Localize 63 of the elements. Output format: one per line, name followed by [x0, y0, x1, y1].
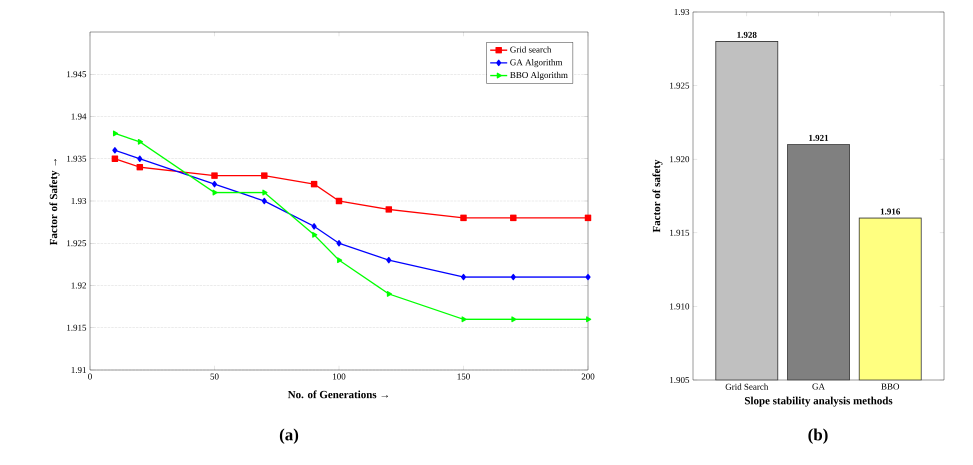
y-tick-label: 1.935	[67, 156, 86, 162]
point	[462, 316, 467, 322]
point	[386, 206, 392, 213]
x-tick-label: GA	[812, 384, 825, 390]
y-tick-label: 1.915	[67, 324, 86, 331]
point	[112, 156, 118, 162]
y-tick-label: 1.910	[670, 303, 690, 310]
y-tick-label: 1.915	[670, 230, 690, 236]
y-tick-label: 1.94	[72, 113, 86, 120]
data-label: 1.928	[737, 32, 757, 38]
point	[211, 172, 218, 179]
point	[212, 190, 218, 196]
point	[262, 198, 267, 204]
point	[138, 138, 144, 145]
y-tick-label: 1.91	[72, 366, 86, 374]
text: (a)	[280, 428, 298, 444]
text: (b)	[808, 428, 828, 444]
point	[312, 232, 318, 238]
y-tick-label: 1.92	[72, 282, 86, 289]
y-axis-title: Factor of safety	[652, 160, 662, 232]
point	[511, 316, 517, 322]
point	[310, 180, 318, 188]
y-tick-label: 1.905	[670, 376, 690, 384]
legend-label: Grid search	[510, 46, 552, 53]
point	[386, 256, 392, 264]
point	[312, 223, 317, 230]
legend-label: GA Algorithm	[510, 59, 562, 68]
x-tick-label: 0	[88, 374, 92, 380]
point	[112, 130, 118, 136]
point	[460, 274, 466, 280]
point	[386, 291, 392, 297]
point	[337, 257, 342, 264]
legend-label: BBO Algorithm	[510, 72, 568, 80]
point	[460, 214, 467, 222]
point	[336, 240, 342, 246]
x-tick-label: 200	[582, 374, 594, 380]
point	[510, 274, 516, 280]
point	[585, 274, 591, 280]
y-axis-title: Factor of Safety →	[49, 158, 60, 246]
x-tick-label: 100	[333, 374, 346, 380]
x-axis-title: No. of Generations →	[288, 390, 388, 398]
y-tick-label: 1.93	[72, 198, 86, 204]
y-tick-label: 1.925	[67, 240, 86, 246]
point	[510, 214, 517, 222]
x-tick-label: BBO	[881, 384, 900, 390]
y-tick-label: 1.945	[67, 71, 86, 78]
point	[584, 214, 592, 222]
data-label: 1.916	[880, 208, 900, 215]
point	[261, 172, 268, 179]
y-tick-label: 1.920	[670, 156, 690, 162]
data-label: 1.921	[809, 134, 828, 141]
x-tick-label: 50	[210, 374, 219, 380]
point	[112, 147, 118, 154]
x-axis-title: Slope stability analysis methods	[744, 396, 892, 407]
x-tick-label: Grid Search	[726, 384, 768, 390]
point	[586, 316, 592, 322]
point	[262, 190, 268, 196]
point	[136, 164, 144, 170]
x-tick-label: 150	[458, 374, 470, 380]
y-tick-label: 1.925	[670, 82, 690, 89]
point	[137, 156, 142, 162]
point	[212, 180, 218, 188]
y-tick-label: 1.93	[674, 8, 690, 16]
